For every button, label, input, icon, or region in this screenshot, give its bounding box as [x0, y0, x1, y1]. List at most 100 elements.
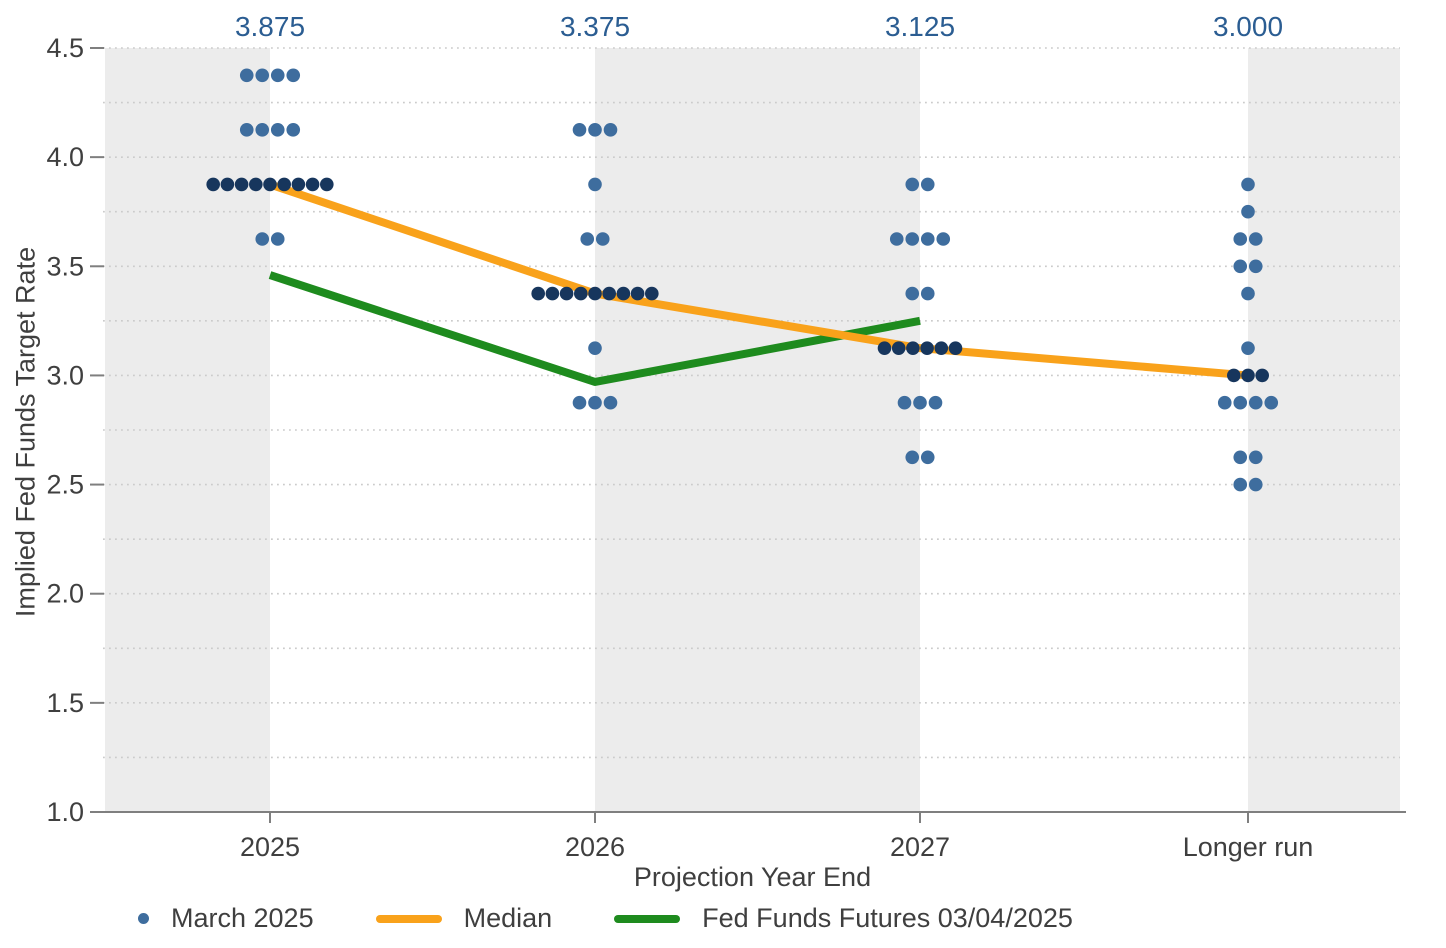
projection-dot: [1248, 259, 1263, 274]
x-axis-title: Projection Year End: [633, 862, 872, 892]
projection-dot: [645, 286, 659, 301]
scatter-dot-marker-icon: [138, 913, 149, 924]
legend: March 2025 Median Fed Funds Futures 03/0…: [138, 903, 1073, 934]
futures-line-swatch-icon: [614, 914, 681, 923]
projection-dot: [1233, 232, 1248, 246]
x-tick-label: 2025: [240, 832, 300, 862]
legend-label-march-2025: March 2025: [171, 903, 314, 933]
projection-dot: [948, 341, 963, 355]
projection-dot: [897, 395, 912, 410]
projection-dot: [1217, 395, 1232, 410]
legend-item-fed-funds-futures: Fed Funds Futures 03/04/2025: [614, 903, 1073, 934]
y-tick-label: 4.0: [46, 142, 84, 172]
projection-dot: [255, 232, 270, 246]
projection-dot: [574, 286, 588, 301]
projection-dot: [1233, 259, 1248, 274]
median-value-label: 3.875: [235, 11, 305, 42]
projection-dot: [920, 232, 935, 246]
median-line-swatch-icon: [375, 914, 442, 923]
projection-dot: [286, 123, 301, 137]
projection-dot: [920, 450, 935, 465]
projection-dot: [1241, 286, 1255, 301]
legend-item-march-2025: March 2025: [138, 903, 314, 934]
legend-label-fed-funds-futures: Fed Funds Futures 03/04/2025: [702, 903, 1073, 933]
futures-line: [268, 271, 921, 386]
projection-dot: [1227, 368, 1241, 383]
projection-dot: [588, 341, 602, 355]
projection-dot: [905, 232, 920, 246]
projection-dot: [559, 286, 574, 301]
y-tick-label: 2.5: [46, 470, 84, 500]
projection-dot: [1248, 395, 1263, 410]
median-value-label: 3.125: [885, 11, 955, 42]
x-tick-label: 2026: [565, 832, 625, 862]
y-tick-label: 1.5: [46, 688, 84, 718]
projection-dot: [1241, 177, 1255, 192]
projection-dot: [270, 68, 285, 83]
projection-dot: [1248, 450, 1263, 465]
projection-dot: [906, 341, 920, 355]
projection-dot: [220, 177, 235, 192]
projection-dot: [239, 123, 254, 137]
y-tick-label: 4.5: [46, 33, 84, 63]
y-tick-label: 3.5: [46, 251, 84, 281]
projection-dot: [928, 395, 943, 410]
projection-dot: [630, 286, 645, 301]
projection-dot: [934, 341, 949, 355]
y-axis-title: Implied Fed Funds Target Rate: [10, 246, 41, 618]
projection-dot: [286, 68, 301, 83]
projection-dot: [889, 232, 904, 246]
projection-dot: [905, 450, 920, 465]
projection-dot: [531, 286, 545, 301]
projection-dot: [936, 232, 951, 246]
projection-dot: [270, 123, 285, 137]
projection-dot: [1264, 395, 1279, 410]
projection-dot: [1248, 477, 1263, 492]
x-tick-label: Longer run: [1183, 832, 1314, 862]
projection-dot: [905, 177, 920, 192]
projection-dot: [595, 232, 610, 246]
projection-dot: [603, 123, 618, 137]
y-tick-label: 1.0: [46, 797, 84, 827]
projection-dot: [1241, 204, 1255, 219]
shaded-band: [1248, 48, 1400, 812]
projection-dot: [320, 177, 334, 192]
median-value-label: 3.000: [1213, 11, 1283, 42]
projection-dot: [255, 68, 270, 83]
projection-dot: [877, 341, 892, 355]
projection-dot: [1248, 232, 1263, 246]
projection-dot: [234, 177, 249, 192]
projection-dot: [602, 286, 616, 301]
projection-dot: [239, 68, 254, 83]
projection-dot: [572, 123, 587, 137]
x-tick-label: 2027: [890, 832, 950, 862]
projection-dot: [249, 177, 263, 192]
projection-dot: [920, 177, 935, 192]
projection-dot: [1241, 341, 1255, 355]
projection-dot: [920, 286, 935, 301]
projection-dot: [263, 177, 277, 192]
projection-dot: [580, 232, 595, 246]
projection-dot: [545, 286, 560, 301]
projection-dot: [588, 177, 602, 192]
projection-dot: [588, 395, 602, 410]
median-value-label: 3.375: [560, 11, 630, 42]
plot-area: 4.5 4.0 3.5 3.0 2.5 2.0 1.5 1.0 2025 2026 2027 Long…: [46, 11, 1406, 862]
median-line: [268, 180, 1249, 380]
projection-dot: [291, 177, 306, 192]
projection-dot: [616, 286, 631, 301]
projection-dot: [305, 177, 320, 192]
projection-dot: [277, 177, 292, 192]
projection-dot: [1233, 395, 1248, 410]
legend-label-median: Median: [463, 903, 553, 933]
projection-dot: [1233, 477, 1248, 492]
projection-dot: [891, 341, 906, 355]
projection-dot: [1233, 450, 1248, 465]
projection-dot: [1241, 368, 1255, 383]
projection-dot: [206, 177, 220, 192]
y-tick-label: 2.0: [46, 579, 84, 609]
projection-dot: [603, 395, 618, 410]
projection-dot: [270, 232, 285, 246]
projection-dot: [1255, 368, 1269, 383]
